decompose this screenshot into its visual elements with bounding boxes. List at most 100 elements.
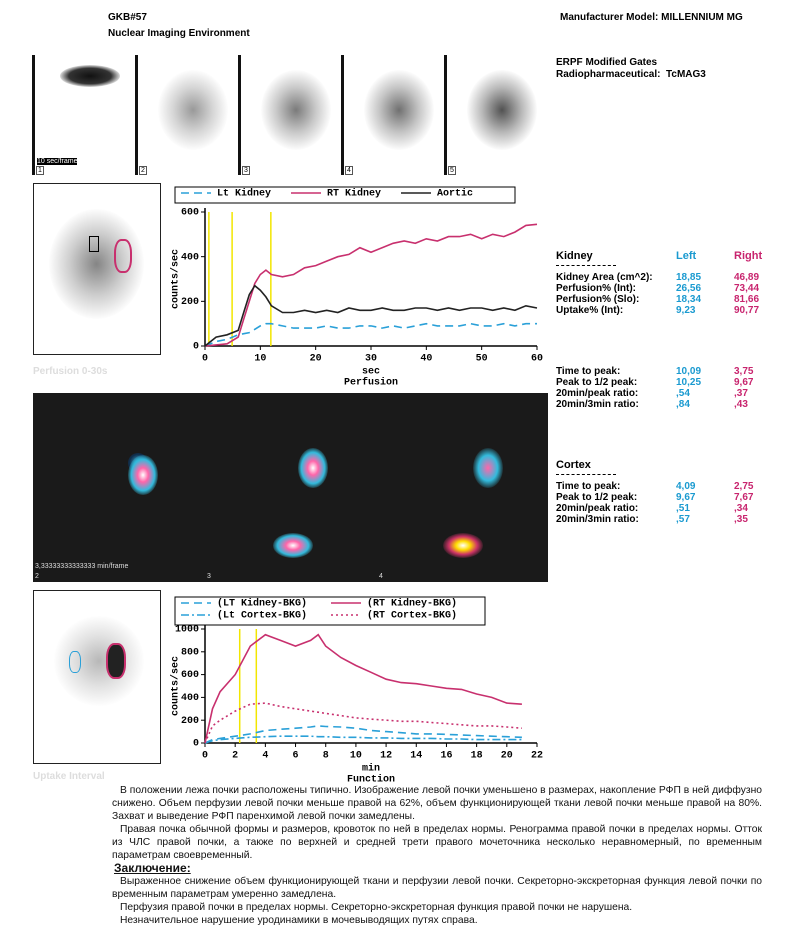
- roi-image: [33, 183, 161, 355]
- cell-value: ,34: [734, 503, 748, 514]
- separator: [556, 474, 616, 481]
- cell-value: ,35: [734, 514, 748, 525]
- roi-caption: Perfusion 0-30s: [33, 366, 108, 377]
- row-label: 20min/3min ratio:: [556, 399, 639, 410]
- table-header: Cortex: [556, 460, 781, 474]
- cell-value: 73,44: [734, 283, 760, 294]
- row-label: 20min/3min ratio:: [556, 514, 639, 525]
- frame-rate: 3,33333333333333 min/frame: [35, 563, 129, 570]
- table-row: 20min/3min ratio: ,57 ,35: [556, 514, 781, 525]
- row-label: Peak to 1/2 peak:: [556, 492, 638, 503]
- x-tick-label: 20: [310, 354, 322, 365]
- frame-rate: 10 sec/frame: [37, 158, 78, 165]
- x-tick-label: 12: [380, 751, 392, 762]
- x-tick-label: 16: [440, 751, 452, 762]
- frame-number: 1: [36, 166, 44, 175]
- system-name: Nuclear Imaging Environment: [108, 28, 250, 39]
- row-label: Peak to 1/2 peak:: [556, 377, 638, 388]
- x-tick-label: 10: [350, 751, 362, 762]
- cell-value: ,43: [734, 399, 748, 410]
- x-tick-label: 8: [323, 751, 329, 762]
- cell-value: 7,67: [734, 492, 754, 503]
- cell-value: 9,23: [676, 305, 696, 316]
- frame-number: 2: [139, 166, 147, 175]
- conclusion-heading: Заключение:: [114, 861, 191, 875]
- frame-number: 2: [35, 573, 39, 580]
- series-line: [204, 284, 538, 347]
- x-tick-label: 0: [202, 354, 208, 365]
- chart-subtitle: Perfusion: [344, 377, 398, 385]
- cortex-table: Cortex Time to peak: 4,09 2,75 Peak to 1/2 p…: [556, 460, 781, 525]
- legend-label: (LT Kidney-BKG): [217, 598, 307, 610]
- kidney-table: Kidney Left Right Kidney Area (cm^2): 18,85 4…: [556, 251, 781, 316]
- timing-table: Time to peak: 10,09 3,75 Peak to 1/2 peak: 1…: [556, 366, 781, 410]
- frame-number: 3: [207, 573, 211, 580]
- row-label: Perfusion% (Int):: [556, 283, 636, 294]
- cell-value: ,51: [676, 503, 690, 514]
- frame-number: 3: [242, 166, 250, 175]
- cell-value: 18,34: [676, 294, 702, 305]
- column-header: Left: [676, 250, 697, 262]
- series-line: [204, 702, 522, 744]
- clinic-id: GKB#57: [108, 12, 147, 23]
- y-tick-label: 0: [193, 342, 199, 353]
- cell-value: 10,09: [676, 366, 702, 377]
- perfusion-chart: 0 200 400 600 0 10 20 30 40 50 60 counts/sec secPerf…: [170, 186, 543, 385]
- series-line: [204, 725, 522, 744]
- cell-value: ,37: [734, 388, 748, 399]
- row-label: Perfusion% (Slo):: [556, 294, 640, 305]
- table-row: Perfusion% (Slo): 18,34 81,66: [556, 294, 781, 305]
- table-row: 20min/peak ratio: ,51 ,34: [556, 503, 781, 514]
- frame-number: 4: [345, 166, 353, 175]
- y-tick-label: 200: [181, 716, 199, 727]
- table-row: 20min/peak ratio: ,54 ,37: [556, 388, 781, 399]
- x-tick-label: 14: [410, 751, 422, 762]
- y-axis-label: counts/sec: [170, 656, 182, 716]
- row-label: Kidney Area (cm^2):: [556, 272, 653, 283]
- frame-image: 4: [341, 55, 444, 175]
- frame-image: 5: [444, 55, 547, 175]
- frame-number: 4: [379, 573, 383, 580]
- legend-label: RT Kidney: [327, 188, 381, 200]
- cell-value: ,57: [676, 514, 690, 525]
- frame-image: 3: [238, 55, 341, 175]
- series-line: [204, 322, 537, 347]
- table-row: 20min/3min ratio: ,84 ,43: [556, 399, 781, 410]
- table-title: Cortex: [556, 459, 591, 471]
- x-tick-label: 60: [531, 354, 543, 365]
- legend-label: (RT Kidney-BKG): [367, 598, 457, 610]
- cell-value: ,54: [676, 388, 690, 399]
- row-label: 20min/peak ratio:: [556, 388, 639, 399]
- cell-value: 46,89: [734, 272, 760, 283]
- x-tick-label: 4: [262, 751, 268, 762]
- chart-subtitle: Function: [347, 774, 395, 785]
- paragraph: Незначительное нарушение уродинамики в м…: [120, 915, 478, 926]
- y-axis-label: counts/sec: [170, 249, 182, 309]
- table-row: Peak to 1/2 peak: 9,67 7,67: [556, 492, 781, 503]
- frame-image: 2: [135, 55, 238, 175]
- x-tick-label: 40: [420, 354, 432, 365]
- x-tick-label: 50: [476, 354, 488, 365]
- frame-number: 5: [448, 166, 456, 175]
- column-header: Right: [734, 250, 763, 262]
- cell-value: 18,85: [676, 272, 702, 283]
- series-line: [204, 633, 522, 744]
- model: Manufacturer Model: MILLENNIUM MG: [560, 12, 743, 23]
- table-header: Kidney Left Right: [556, 251, 781, 265]
- legend-box: [174, 186, 516, 204]
- paragraph: Правая почка обычной формы и размеров, к…: [112, 824, 762, 861]
- x-tick-label: 30: [365, 354, 377, 365]
- cell-value: 26,56: [676, 283, 702, 294]
- cell-value: 90,77: [734, 305, 760, 316]
- table-row: Time to peak: 4,09 2,75: [556, 481, 781, 492]
- cell-value: ,84: [676, 399, 690, 410]
- row-label: Time to peak:: [556, 481, 621, 492]
- legend-label: (RT Cortex-BKG): [367, 610, 457, 622]
- cell-value: 10,25: [676, 377, 702, 388]
- series-line: [204, 735, 522, 744]
- x-tick-label: 22: [531, 751, 543, 762]
- x-tick-label: 6: [293, 751, 299, 762]
- x-axis-label: min: [362, 763, 380, 775]
- study-name: ERPF Modified Gates: [556, 57, 658, 68]
